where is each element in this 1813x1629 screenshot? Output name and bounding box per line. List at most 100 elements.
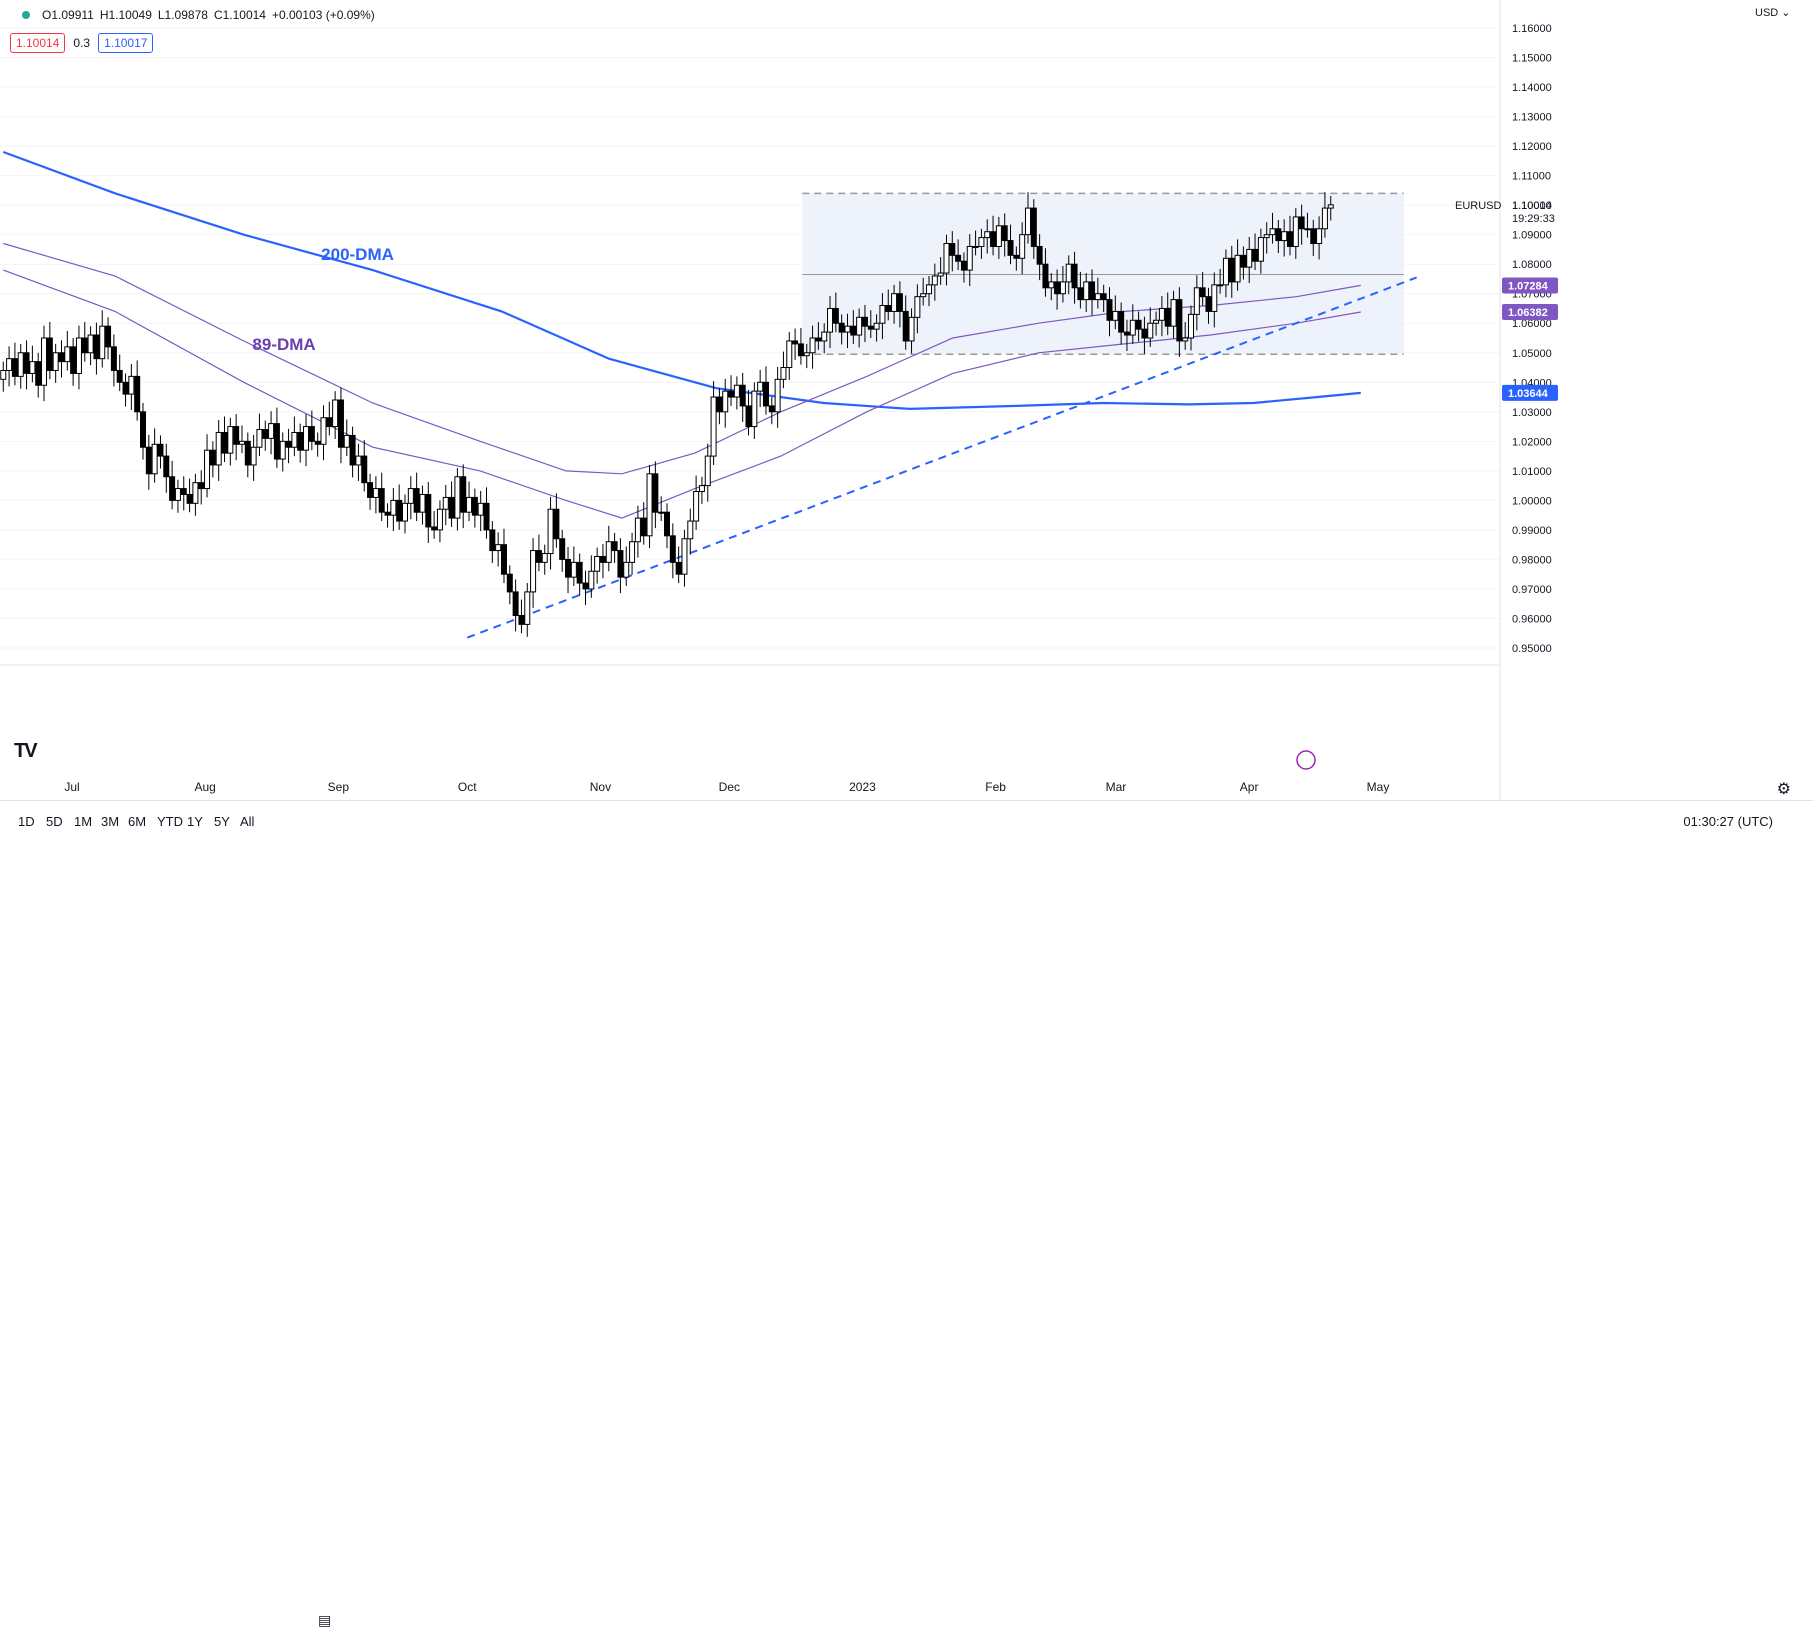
- candle-body: [792, 340, 799, 345]
- candle-body: [122, 381, 129, 395]
- candle-body: [1100, 293, 1107, 301]
- candle-body: [0, 369, 7, 380]
- candle-body: [419, 493, 426, 513]
- series-line-89-dma: [3, 269, 1361, 519]
- y-tick-label: 1.03000: [1512, 407, 1552, 419]
- candle-body: [1292, 216, 1299, 247]
- candle-body: [250, 446, 257, 466]
- candle-body: [646, 473, 653, 537]
- candle-body: [303, 426, 310, 451]
- candle-body: [588, 570, 595, 590]
- candle-body: [885, 305, 892, 312]
- timeframe-6m[interactable]: 6M: [128, 814, 147, 829]
- candle-body: [355, 455, 362, 466]
- y-tick-label: 1.13000: [1512, 112, 1552, 124]
- candle-body: [1048, 281, 1055, 289]
- candle-body: [11, 358, 18, 377]
- candle-body: [139, 411, 146, 448]
- candle-body: [838, 322, 845, 333]
- candle-body: [955, 254, 962, 262]
- candle-body: [41, 337, 48, 386]
- candle-body: [1286, 231, 1293, 247]
- candle-body: [902, 310, 909, 342]
- candle-body: [186, 493, 193, 504]
- chart-canvas[interactable]: 200-DMA 89-DMA 1.16000 1.15000 1.14000 1.1300…: [0, 0, 1813, 838]
- timeframe-3m[interactable]: 3M: [101, 814, 120, 829]
- candle-body: [664, 511, 671, 537]
- y-tick-label: 0.98000: [1512, 554, 1552, 566]
- candle-body: [675, 561, 682, 575]
- currency-selector[interactable]: USD ⌄: [1755, 7, 1791, 19]
- candle-body: [1001, 225, 1008, 242]
- candle-body: [745, 405, 752, 428]
- candle-body: [1246, 248, 1253, 268]
- candle-body: [1123, 331, 1130, 336]
- candle-body: [500, 544, 507, 575]
- candle-body: [879, 305, 886, 324]
- candle-body: [1310, 228, 1317, 245]
- candle-body: [1030, 207, 1037, 247]
- timeframe-1d[interactable]: 1D: [18, 814, 35, 829]
- candle-body: [966, 245, 973, 271]
- candle-body: [832, 307, 839, 324]
- date-range-icon[interactable]: ▤: [318, 1612, 332, 1628]
- timeframe-5y[interactable]: 5Y: [214, 814, 230, 829]
- candle-body: [570, 561, 577, 578]
- candle-body: [285, 440, 292, 448]
- timeframe-1m[interactable]: 1M: [74, 814, 93, 829]
- annotation-label: 89-DMA: [252, 335, 315, 354]
- candle-body: [238, 440, 245, 445]
- market-status-icon: [22, 11, 30, 19]
- candle-body: [960, 260, 967, 271]
- candle-body: [1252, 248, 1259, 262]
- y-tick-label: 0.96000: [1512, 613, 1552, 625]
- candle-body: [477, 502, 484, 516]
- candle-body: [1188, 313, 1195, 339]
- y-tick-label: 0.95000: [1512, 643, 1552, 655]
- y-tick-label: 1.08000: [1512, 259, 1552, 271]
- range-box: [802, 193, 1404, 355]
- clock-readout[interactable]: 01:30:27 (UTC): [1683, 814, 1773, 829]
- candle-body: [1176, 299, 1183, 342]
- candle-body: [1147, 322, 1154, 339]
- candle-body: [1275, 228, 1282, 242]
- x-tick-label: Mar: [1106, 780, 1127, 794]
- x-tick-label: Nov: [590, 780, 611, 794]
- candle-body: [768, 405, 775, 413]
- timeframe-all[interactable]: All: [240, 814, 255, 829]
- candle-body: [926, 284, 933, 295]
- ohlc-header: O1.09911 H1.10049 L1.09878 C1.10014 +0.0…: [22, 8, 375, 22]
- candle-body: [786, 340, 793, 369]
- ask-badge[interactable]: 1.10017: [98, 33, 154, 53]
- candle-body: [326, 417, 333, 428]
- candle-body: [1316, 228, 1323, 245]
- candle-body: [722, 390, 729, 413]
- candle-body: [611, 541, 618, 552]
- candle-body: [1281, 231, 1288, 242]
- candle-body: [704, 455, 711, 487]
- candle-body: [64, 346, 71, 363]
- candle-body: [1170, 299, 1177, 327]
- gear-icon[interactable]: ⚙: [1776, 781, 1791, 798]
- candle-body: [1211, 284, 1218, 312]
- candle-body: [512, 591, 519, 617]
- x-tick-label: Dec: [719, 780, 740, 794]
- candle-body: [198, 482, 205, 490]
- alert-icon[interactable]: [1296, 750, 1316, 770]
- candle-body: [221, 431, 228, 454]
- candle-body: [931, 275, 938, 286]
- timeframe-ytd[interactable]: YTD: [157, 814, 183, 829]
- candle-body: [908, 316, 915, 342]
- candle-body: [215, 431, 222, 466]
- candle-body: [1298, 216, 1305, 230]
- candle-body: [716, 396, 723, 413]
- bid-badge[interactable]: 1.10014: [10, 33, 66, 53]
- candle-body: [896, 293, 903, 312]
- candle-body: [349, 434, 356, 466]
- timeframe-5d[interactable]: 5D: [46, 814, 63, 829]
- candle-body: [262, 429, 269, 439]
- ma-price-tag-label: 1.06382: [1508, 307, 1548, 319]
- candle-body: [256, 429, 263, 448]
- timeframe-1y[interactable]: 1Y: [187, 814, 203, 829]
- candle-body: [599, 555, 606, 563]
